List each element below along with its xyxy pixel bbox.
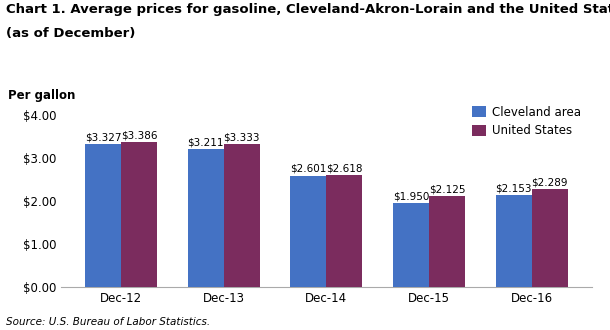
Text: $2.618: $2.618: [326, 163, 362, 173]
Bar: [326, 175, 362, 287]
Text: Chart 1. Average prices for gasoline, Cleveland-Akron-Lorain and the United Stat: Chart 1. Average prices for gasoline, Cl…: [6, 3, 610, 16]
Text: $3.386: $3.386: [121, 130, 157, 140]
Bar: [429, 196, 465, 287]
Text: $3.327: $3.327: [85, 133, 121, 143]
Text: Source: U.S. Bureau of Labor Statistics.: Source: U.S. Bureau of Labor Statistics.: [6, 317, 210, 327]
Bar: [393, 203, 429, 287]
Bar: [85, 144, 121, 287]
Bar: [121, 142, 157, 287]
Text: $2.601: $2.601: [290, 164, 326, 174]
Text: Per gallon: Per gallon: [8, 89, 75, 102]
Legend: Cleveland area, United States: Cleveland area, United States: [467, 101, 586, 142]
Text: $1.950: $1.950: [393, 192, 429, 202]
Bar: [224, 144, 260, 287]
Text: (as of December): (as of December): [6, 27, 135, 40]
Bar: [532, 189, 567, 287]
Text: $3.333: $3.333: [223, 132, 260, 143]
Bar: [496, 195, 532, 287]
Text: $2.125: $2.125: [429, 184, 465, 194]
Bar: [188, 149, 224, 287]
Text: $2.289: $2.289: [531, 177, 568, 187]
Text: $3.211: $3.211: [187, 138, 224, 148]
Bar: [290, 176, 326, 287]
Text: $2.153: $2.153: [495, 183, 532, 193]
